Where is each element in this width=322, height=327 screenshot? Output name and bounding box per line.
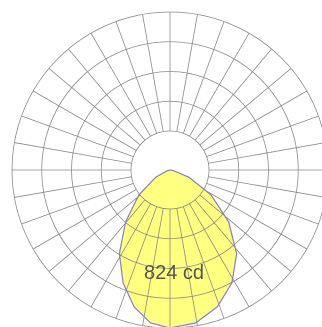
grid-overlay-line bbox=[199, 194, 237, 272]
grid-spoke bbox=[32, 90, 137, 151]
grid-spoke bbox=[21, 182, 134, 225]
grid-spoke bbox=[142, 14, 164, 132]
max-intensity-label: 824 cd bbox=[144, 262, 204, 284]
grid-spoke bbox=[32, 189, 137, 250]
grid-spoke bbox=[182, 21, 225, 134]
grid-overlay-line bbox=[119, 199, 146, 292]
grid-overlay-line bbox=[194, 199, 237, 292]
label-layer: 824 cd bbox=[144, 262, 204, 284]
grid-spoke bbox=[208, 142, 322, 164]
grid-overlay-line bbox=[176, 208, 198, 326]
grid-spoke bbox=[115, 21, 158, 134]
grid-spoke bbox=[189, 32, 250, 137]
grid-overlay-line bbox=[142, 208, 164, 326]
grid-spoke bbox=[206, 115, 319, 158]
grid-spoke bbox=[14, 142, 132, 164]
grid-spoke bbox=[48, 68, 141, 146]
grid-spoke bbox=[208, 176, 322, 198]
distribution-curve bbox=[118, 169, 238, 327]
grid-spoke bbox=[206, 182, 319, 225]
grid-spoke bbox=[48, 194, 141, 272]
grid-overlay-line bbox=[182, 206, 225, 319]
distribution-layer bbox=[118, 169, 238, 327]
grid-spoke bbox=[68, 48, 146, 141]
grid-spoke bbox=[199, 68, 292, 146]
grid-spoke bbox=[90, 32, 151, 137]
grid-spoke bbox=[203, 90, 308, 151]
grid-overlay-line bbox=[189, 203, 237, 308]
grid-spoke bbox=[203, 189, 308, 250]
grid-spoke bbox=[14, 176, 132, 198]
distribution-fill bbox=[119, 170, 237, 327]
grid-spoke bbox=[21, 115, 134, 158]
grid-overlay-line bbox=[119, 203, 151, 308]
grid-spoke bbox=[176, 14, 198, 132]
grid-spoke bbox=[194, 48, 272, 141]
